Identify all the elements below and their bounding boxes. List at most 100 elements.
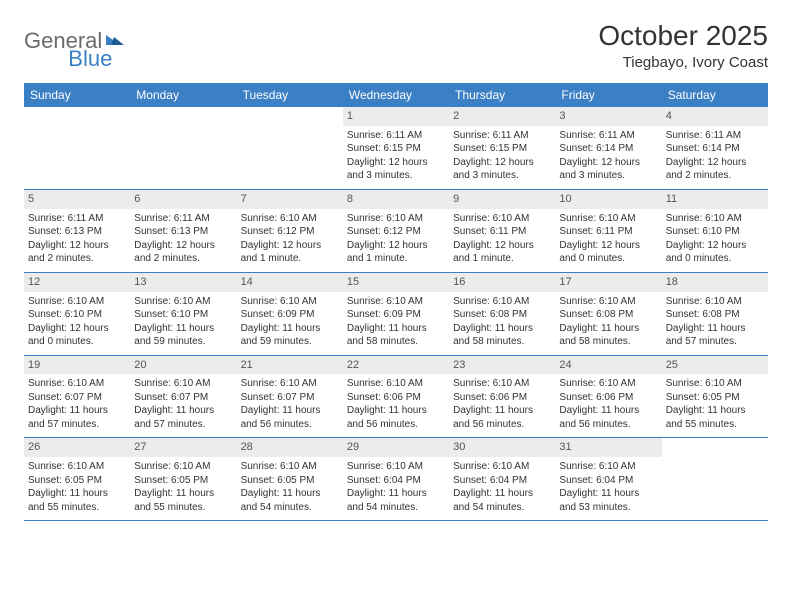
calendar-cell: 5Sunrise: 6:11 AMSunset: 6:13 PMDaylight… xyxy=(24,189,130,272)
day-number: 9 xyxy=(449,190,555,209)
sunrise-text: Sunrise: 6:10 AM xyxy=(666,377,764,391)
sunset-text: Sunset: 6:14 PM xyxy=(666,142,764,156)
daylight-text: Daylight: 12 hours and 2 minutes. xyxy=(666,156,764,183)
daylight-text: Daylight: 11 hours and 56 minutes. xyxy=(241,404,339,431)
day-number: 4 xyxy=(662,107,768,126)
sunset-text: Sunset: 6:05 PM xyxy=(134,474,232,488)
sunset-text: Sunset: 6:04 PM xyxy=(453,474,551,488)
sunset-text: Sunset: 6:05 PM xyxy=(666,391,764,405)
daylight-text: Daylight: 11 hours and 54 minutes. xyxy=(241,487,339,514)
sunset-text: Sunset: 6:07 PM xyxy=(241,391,339,405)
day-info: Sunrise: 6:11 AMSunset: 6:15 PMDaylight:… xyxy=(347,129,445,183)
daylight-text: Daylight: 11 hours and 55 minutes. xyxy=(28,487,126,514)
sunset-text: Sunset: 6:08 PM xyxy=(559,308,657,322)
day-number: 1 xyxy=(343,107,449,126)
calendar-row: 5Sunrise: 6:11 AMSunset: 6:13 PMDaylight… xyxy=(24,189,768,272)
daylight-text: Daylight: 11 hours and 53 minutes. xyxy=(559,487,657,514)
daylight-text: Daylight: 12 hours and 0 minutes. xyxy=(28,322,126,349)
sunrise-text: Sunrise: 6:10 AM xyxy=(666,212,764,226)
calendar-cell: 29Sunrise: 6:10 AMSunset: 6:04 PMDayligh… xyxy=(343,438,449,521)
sunrise-text: Sunrise: 6:10 AM xyxy=(347,212,445,226)
calendar-cell: 13Sunrise: 6:10 AMSunset: 6:10 PMDayligh… xyxy=(130,272,236,355)
sunset-text: Sunset: 6:10 PM xyxy=(28,308,126,322)
calendar-cell: 9 Sunrise: 6:10 AMSunset: 6:11 PMDaylight… xyxy=(449,189,555,272)
sunset-text: Sunset: 6:14 PM xyxy=(559,142,657,156)
daylight-text: Daylight: 11 hours and 54 minutes. xyxy=(453,487,551,514)
month-title: October 2025 xyxy=(598,20,768,52)
calendar-cell: 2Sunrise: 6:11 AMSunset: 6:15 PMDaylight… xyxy=(449,107,555,189)
sunrise-text: Sunrise: 6:10 AM xyxy=(347,377,445,391)
sunset-text: Sunset: 6:05 PM xyxy=(241,474,339,488)
day-info: Sunrise: 6:11 AMSunset: 6:14 PMDaylight:… xyxy=(559,129,657,183)
sunrise-text: Sunrise: 6:10 AM xyxy=(28,295,126,309)
day-number: 15 xyxy=(343,273,449,292)
daylight-text: Daylight: 11 hours and 58 minutes. xyxy=(347,322,445,349)
day-info: Sunrise: 6:10 AMSunset: 6:08 PMDaylight:… xyxy=(453,295,551,349)
sunset-text: Sunset: 6:12 PM xyxy=(241,225,339,239)
calendar-table: SundayMondayTuesdayWednesdayThursdayFrid… xyxy=(24,83,768,521)
calendar-cell: .. xyxy=(237,107,343,189)
sunset-text: Sunset: 6:06 PM xyxy=(559,391,657,405)
day-number: 31 xyxy=(555,438,661,457)
sunset-text: Sunset: 6:10 PM xyxy=(134,308,232,322)
sunset-text: Sunset: 6:10 PM xyxy=(666,225,764,239)
calendar-cell: 20Sunrise: 6:10 AMSunset: 6:07 PMDayligh… xyxy=(130,355,236,438)
sunrise-text: Sunrise: 6:10 AM xyxy=(666,295,764,309)
day-info: Sunrise: 6:10 AMSunset: 6:06 PMDaylight:… xyxy=(347,377,445,431)
calendar-cell: 24Sunrise: 6:10 AMSunset: 6:06 PMDayligh… xyxy=(555,355,661,438)
daylight-text: Daylight: 11 hours and 54 minutes. xyxy=(347,487,445,514)
day-info: Sunrise: 6:10 AMSunset: 6:11 PMDaylight:… xyxy=(453,212,551,266)
day-info: Sunrise: 6:10 AMSunset: 6:06 PMDaylight:… xyxy=(559,377,657,431)
sunrise-text: Sunrise: 6:11 AM xyxy=(347,129,445,143)
sunrise-text: Sunrise: 6:10 AM xyxy=(453,212,551,226)
weekday-header: Monday xyxy=(130,83,236,107)
day-number: 7 xyxy=(237,190,343,209)
calendar-cell: 25Sunrise: 6:10 AMSunset: 6:05 PMDayligh… xyxy=(662,355,768,438)
calendar-cell: 23Sunrise: 6:10 AMSunset: 6:06 PMDayligh… xyxy=(449,355,555,438)
calendar-cell: 14Sunrise: 6:10 AMSunset: 6:09 PMDayligh… xyxy=(237,272,343,355)
day-number: 26 xyxy=(24,438,130,457)
calendar-cell: 28 Sunrise: 6:10 AMSunset: 6:05 PMDayligh… xyxy=(237,438,343,521)
day-number: 28 xyxy=(237,438,343,457)
calendar-cell: 7 Sunrise: 6:10 AMSunset: 6:12 PMDaylight… xyxy=(237,189,343,272)
daylight-text: Daylight: 12 hours and 0 minutes. xyxy=(666,239,764,266)
calendar-cell: 26Sunrise: 6:10 AMSunset: 6:05 PMDayligh… xyxy=(24,438,130,521)
weekday-header: Friday xyxy=(555,83,661,107)
calendar-row: ......1Sunrise: 6:11 AMSunset: 6:15 PMDa… xyxy=(24,107,768,189)
sunrise-text: Sunrise: 6:10 AM xyxy=(453,377,551,391)
day-number: 17 xyxy=(555,273,661,292)
day-number: 12 xyxy=(24,273,130,292)
weekday-header-row: SundayMondayTuesdayWednesdayThursdayFrid… xyxy=(24,83,768,107)
day-info: Sunrise: 6:10 AMSunset: 6:08 PMDaylight:… xyxy=(559,295,657,349)
day-info: Sunrise: 6:10 AMSunset: 6:05 PMDaylight:… xyxy=(134,460,232,514)
sunset-text: Sunset: 6:07 PM xyxy=(134,391,232,405)
sunset-text: Sunset: 6:06 PM xyxy=(453,391,551,405)
day-info: Sunrise: 6:11 AMSunset: 6:13 PMDaylight:… xyxy=(134,212,232,266)
day-info: Sunrise: 6:10 AMSunset: 6:07 PMDaylight:… xyxy=(241,377,339,431)
sunrise-text: Sunrise: 6:10 AM xyxy=(241,460,339,474)
sunrise-text: Sunrise: 6:10 AM xyxy=(559,460,657,474)
calendar-row: 19Sunrise: 6:10 AMSunset: 6:07 PMDayligh… xyxy=(24,355,768,438)
calendar-body: ......1Sunrise: 6:11 AMSunset: 6:15 PMDa… xyxy=(24,107,768,521)
day-info: Sunrise: 6:10 AMSunset: 6:09 PMDaylight:… xyxy=(241,295,339,349)
day-number: 8 xyxy=(343,190,449,209)
day-info: Sunrise: 6:10 AMSunset: 6:12 PMDaylight:… xyxy=(241,212,339,266)
daylight-text: Daylight: 11 hours and 57 minutes. xyxy=(134,404,232,431)
sunset-text: Sunset: 6:15 PM xyxy=(347,142,445,156)
logo: General Blue xyxy=(24,20,174,54)
daylight-text: Daylight: 11 hours and 58 minutes. xyxy=(453,322,551,349)
sunrise-text: Sunrise: 6:10 AM xyxy=(241,212,339,226)
weekday-header: Wednesday xyxy=(343,83,449,107)
day-number: 13 xyxy=(130,273,236,292)
calendar-cell: 12 Sunrise: 6:10 AMSunset: 6:10 PMDayligh… xyxy=(24,272,130,355)
day-number: 30 xyxy=(449,438,555,457)
day-number: 10 xyxy=(555,190,661,209)
day-number: 18 xyxy=(662,273,768,292)
day-number: 19 xyxy=(24,356,130,375)
header: General Blue October 2025 Tiegbayo, Ivor… xyxy=(24,20,768,71)
day-info: Sunrise: 6:10 AMSunset: 6:06 PMDaylight:… xyxy=(453,377,551,431)
sunrise-text: Sunrise: 6:10 AM xyxy=(134,377,232,391)
calendar-cell: 17 Sunrise: 6:10 AMSunset: 6:08 PMDayligh… xyxy=(555,272,661,355)
sunset-text: Sunset: 6:13 PM xyxy=(134,225,232,239)
day-info: Sunrise: 6:11 AMSunset: 6:13 PMDaylight:… xyxy=(28,212,126,266)
